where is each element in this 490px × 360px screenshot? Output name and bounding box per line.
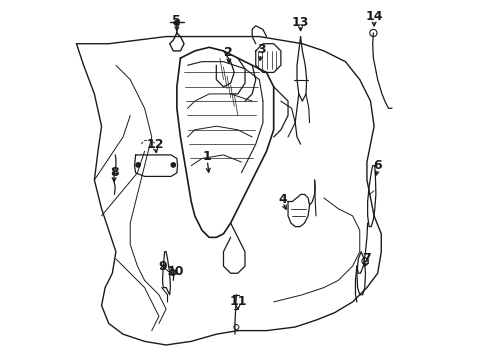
Circle shape — [171, 163, 175, 167]
Circle shape — [136, 163, 140, 167]
Text: 2: 2 — [224, 46, 233, 59]
Circle shape — [174, 20, 180, 26]
Text: 10: 10 — [166, 265, 184, 278]
Text: 14: 14 — [366, 10, 383, 23]
Text: 7: 7 — [363, 252, 371, 265]
Text: 13: 13 — [292, 16, 309, 29]
Text: 1: 1 — [203, 150, 212, 163]
Text: 12: 12 — [147, 138, 164, 150]
Text: 4: 4 — [278, 193, 287, 206]
Text: 5: 5 — [172, 14, 181, 27]
Text: 3: 3 — [257, 42, 266, 55]
Text: 9: 9 — [158, 260, 167, 273]
Text: 11: 11 — [229, 296, 246, 309]
Text: 8: 8 — [110, 166, 119, 179]
Text: 6: 6 — [373, 159, 382, 172]
